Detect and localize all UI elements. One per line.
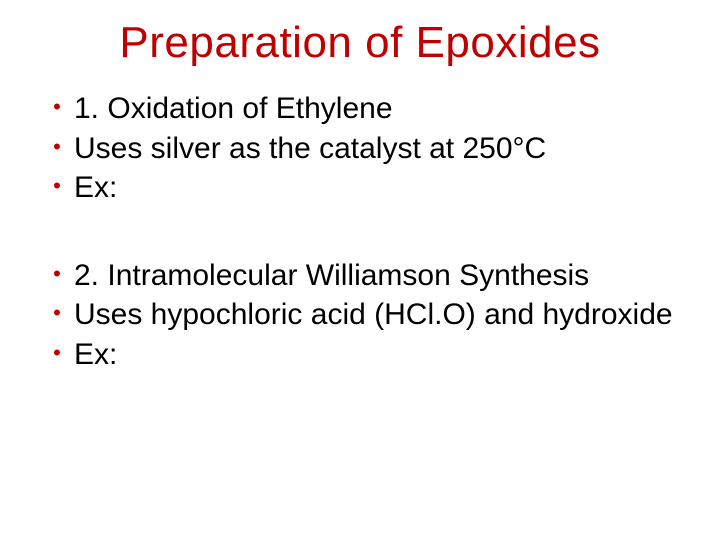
list-item-text: 1. Oxidation of Ethylene — [74, 90, 680, 128]
list-item-text: 2. Intramolecular Williamson Synthesis — [74, 257, 680, 295]
bullet-icon: • — [40, 96, 74, 118]
bullet-icon: • — [40, 136, 74, 158]
spacer — [40, 209, 680, 257]
bullet-list-1: • 1. Oxidation of Ethylene • Uses silver… — [40, 90, 680, 207]
list-item: • Ex: — [40, 336, 680, 374]
list-item-text: Ex: — [74, 336, 680, 374]
bullet-icon: • — [40, 342, 74, 364]
list-item: • Uses hypochloric acid (HCl.O) and hydr… — [40, 296, 680, 334]
list-item-text: Ex: — [74, 169, 680, 207]
list-item-text: Uses hypochloric acid (HCl.O) and hydrox… — [74, 296, 680, 334]
bullet-icon: • — [40, 263, 74, 285]
list-item: • Uses silver as the catalyst at 250°C — [40, 130, 680, 168]
bullet-icon: • — [40, 175, 74, 197]
list-item: • 1. Oxidation of Ethylene — [40, 90, 680, 128]
list-item-text: Uses silver as the catalyst at 250°C — [74, 130, 680, 168]
list-item: • 2. Intramolecular Williamson Synthesis — [40, 257, 680, 295]
slide-title: Preparation of Epoxides — [60, 18, 660, 68]
list-item: • Ex: — [40, 169, 680, 207]
bullet-list-2: • 2. Intramolecular Williamson Synthesis… — [40, 257, 680, 374]
bullet-icon: • — [40, 302, 74, 324]
